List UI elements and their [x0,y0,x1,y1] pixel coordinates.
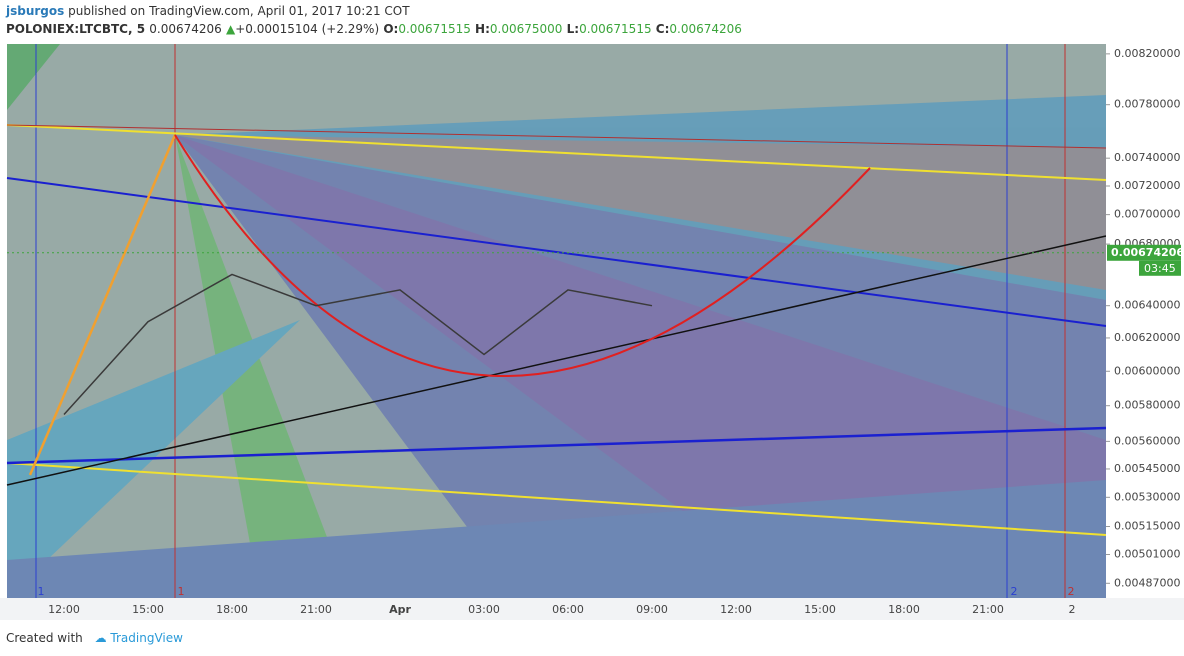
x-axis-bg [0,598,1184,620]
l: 0.00671515 [579,22,652,36]
x-tick-label: 18:00 [888,603,920,616]
last-price-label: 0.00674206 [1111,246,1184,259]
c: 0.00674206 [669,22,742,36]
fan [7,480,1106,598]
y-tick-label: 0.00740000 [1114,151,1180,164]
y-tick-label: 0.00515000 [1114,519,1180,532]
x-tick-label: 2 [1069,603,1076,616]
y-tick-label: 0.00700000 [1114,208,1180,221]
h: 0.00675000 [489,22,563,36]
trend [6,124,1107,181]
trend [6,426,1107,465]
l-label: L: [566,22,580,36]
change: +0.00015104 (+2.29%) [235,22,380,36]
change: ▲ [225,22,236,36]
marker-label: 2 [1011,585,1018,598]
x-tick-label: 09:00 [636,603,668,616]
header-line: jsburgos published on TradingView.com, A… [6,4,410,18]
x-tick-label: 21:00 [972,603,1004,616]
lines [6,44,1107,598]
y-tick-label: 0.00545000 [1114,462,1180,475]
x-tick-label: 21:00 [300,603,332,616]
countdown: 03:45 [1144,262,1176,275]
y-tick-label: 0.00487000 [1114,576,1180,589]
y-tick-label: 0.00720000 [1114,179,1180,192]
x-tick-label: Apr [389,603,411,616]
y-tick-label: 0.00820000 [1114,47,1180,60]
marker-label: 1 [178,585,185,598]
x-tick-label: 06:00 [552,603,584,616]
countdown-box [1139,260,1181,276]
trend [6,235,1107,486]
created: Created with [6,631,83,645]
trend [6,177,1107,327]
o: 0.00671515 [398,22,471,36]
fan [175,135,1106,598]
fan [175,135,1106,290]
last-price-box [1107,244,1181,261]
brand-text[interactable]: TradingView [110,631,183,645]
price-line [63,273,653,416]
symbol-line: POLONIEX:LTCBTC, 5 0.00674206 ▲+0.000151… [6,22,742,36]
published: published on TradingView.com, April 01, … [68,4,410,18]
symbol: POLONIEX:LTCBTC, 5 [6,22,146,36]
y-tick-label: 0.00530000 [1114,490,1180,503]
brand[interactable]: ☁ TradingView [94,631,183,645]
y-tick-label: 0.00580000 [1114,399,1180,412]
marker-label: 1 [38,585,45,598]
x-tick-label: 12:00 [720,603,752,616]
o-label: O: [383,22,399,36]
swing [28,134,177,476]
chart: 0.00820000 0.00780000 0.00740000 0.00720000… [0,44,1184,620]
x-tick-label: 18:00 [216,603,248,616]
y-tick-label: 0.00560000 [1114,434,1180,447]
footer: Created with ☁ TradingView [6,631,183,645]
last: 0.00674206 [149,22,222,36]
y-tick-label: 0.00620000 [1114,331,1180,344]
x-tick-label: 03:00 [468,603,500,616]
trend [6,124,1107,149]
y-tick-label: 0.00640000 [1114,299,1180,312]
arc [174,134,871,377]
y-tick-label: 0.00501000 [1114,547,1180,560]
x-tick-label: 15:00 [132,603,164,616]
trend [6,462,1107,536]
fan [7,44,60,110]
h-label: H: [475,22,490,36]
x-tick-label: 15:00 [804,603,836,616]
y-tick-label: 0.00780000 [1114,98,1180,111]
author[interactable]: jsburgos [6,4,65,18]
x-tick-label: 12:00 [48,603,80,616]
c-label: C: [655,22,670,36]
axis-bg [1106,44,1184,598]
marker-label: 2 [1068,585,1075,598]
y-tick-label: 0.00600000 [1114,364,1180,377]
